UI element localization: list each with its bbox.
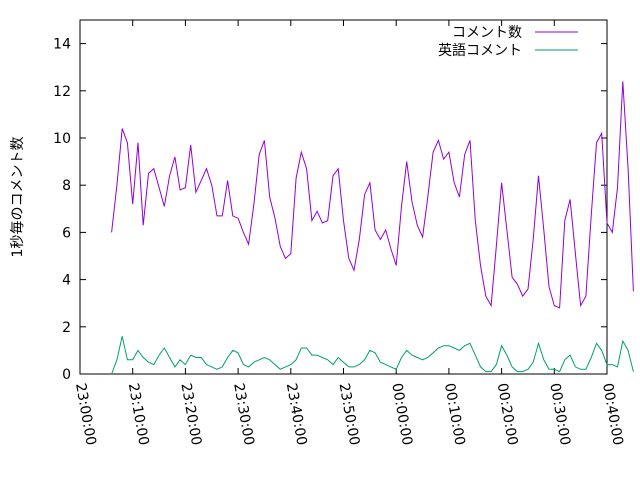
y-tick-label: 2 bbox=[62, 320, 71, 336]
series-line-1 bbox=[111, 81, 634, 309]
legend-label-1: コメント数 bbox=[452, 25, 522, 41]
y-tick-label: 0 bbox=[62, 367, 71, 383]
y-tick-label: 4 bbox=[62, 273, 71, 289]
y-tick-label: 8 bbox=[62, 178, 71, 194]
y-axis: 0 2 4 6 8 10 12 14 bbox=[53, 37, 607, 383]
series-line-2 bbox=[111, 336, 634, 375]
legend-label-2: 英語コメント bbox=[438, 42, 522, 59]
y-axis-label: 1秒毎のコメント数 bbox=[10, 137, 26, 258]
y-tick-label: 6 bbox=[62, 225, 71, 241]
y-tick-label: 12 bbox=[53, 84, 71, 100]
y-tick-label: 10 bbox=[53, 131, 71, 147]
y-tick-label: 14 bbox=[53, 37, 71, 53]
series-layer bbox=[111, 81, 634, 375]
